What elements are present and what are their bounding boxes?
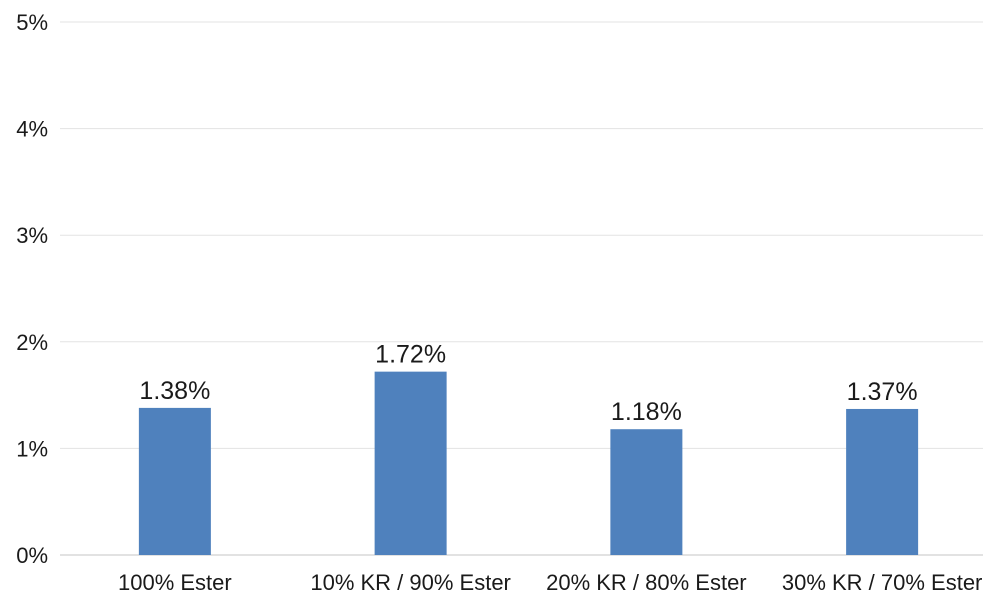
bar — [846, 408, 919, 555]
y-tick-label: 5% — [16, 10, 48, 35]
y-tick-label: 2% — [16, 330, 48, 355]
y-tick-label: 3% — [16, 223, 48, 248]
x-tick-label: 30% KR / 70% Ester — [782, 570, 983, 595]
bar — [374, 371, 447, 555]
y-tick-label: 4% — [16, 117, 48, 142]
bar — [138, 407, 211, 555]
x-tick-label: 100% Ester — [118, 570, 232, 595]
x-axis-tick-labels: 100% Ester 10% KR / 90% Ester 20% KR / 80%… — [118, 570, 982, 595]
bars — [138, 371, 919, 555]
gridlines — [60, 21, 983, 556]
bar — [610, 429, 683, 555]
bar-value-label: 1.72% — [375, 341, 446, 369]
y-tick-label: 0% — [16, 543, 48, 568]
bar-value-label: 1.18% — [611, 398, 682, 426]
bar-value-label: 1.37% — [847, 378, 918, 406]
x-tick-label: 20% KR / 80% Ester — [546, 570, 747, 595]
x-tick-label: 10% KR / 90% Ester — [310, 570, 511, 595]
bar-value-labels: 1.38% 1.72% 1.18% 1.37% — [139, 341, 917, 427]
y-axis-tick-labels: 0% 1% 2% 3% 4% 5% — [16, 10, 48, 568]
y-tick-label: 1% — [16, 436, 48, 461]
bar-value-label: 1.38% — [139, 377, 210, 405]
